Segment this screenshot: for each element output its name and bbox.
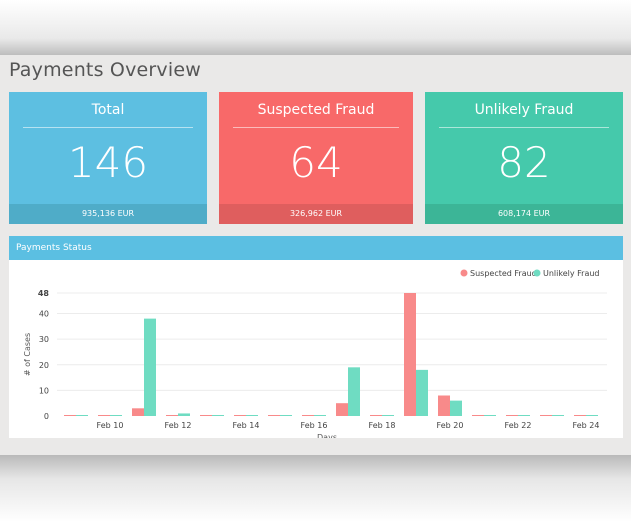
suspected-fraud-bar[interactable]: [132, 408, 144, 416]
unlikely-fraud-bar[interactable]: [348, 367, 360, 416]
y-tick-label: 40: [39, 310, 49, 319]
y-tick-label: 20: [39, 361, 49, 370]
legend-label[interactable]: Unlikely Fraud: [543, 269, 600, 278]
backdrop-shadow-top: [0, 0, 631, 55]
x-tick-label: Feb 12: [165, 421, 192, 430]
x-tick-label: Feb 20: [437, 421, 464, 430]
card-divider: [23, 127, 193, 128]
unlikely-fraud-bar[interactable]: [382, 415, 394, 416]
suspected-fraud-bar[interactable]: [302, 415, 314, 416]
card-value: 82: [497, 138, 551, 187]
card-divider: [439, 127, 609, 128]
total-card[interactable]: Total 146 935,136 EUR: [9, 92, 207, 224]
suspected-fraud-bar[interactable]: [98, 415, 110, 416]
page-title: Payments Overview: [9, 59, 201, 81]
unlikely-fraud-bar[interactable]: [246, 415, 258, 416]
suspected-fraud-bar[interactable]: [370, 415, 382, 416]
suspected-fraud-bar[interactable]: [166, 415, 178, 416]
unlikely-fraud-bar[interactable]: [416, 369, 428, 416]
payments-status-panel: Payments Status 0 10 20 30 40 48 # of Cases Feb…: [9, 236, 623, 438]
suspected-fraud-bar[interactable]: [200, 415, 212, 416]
suspected-fraud-bar[interactable]: [64, 415, 76, 416]
legend-label[interactable]: Suspected Fraud: [470, 269, 537, 278]
suspected-fraud-bar[interactable]: [268, 415, 280, 416]
unlikely-fraud-bar[interactable]: [450, 400, 462, 416]
backdrop-shadow-bottom: [0, 455, 631, 522]
suspected-fraud-bar[interactable]: [404, 293, 416, 416]
unlikely-fraud-bar[interactable]: [212, 415, 224, 416]
unlikely-fraud-bar[interactable]: [144, 318, 156, 416]
suspected-fraud-bar[interactable]: [438, 395, 450, 417]
y-tick-label: 30: [39, 335, 49, 344]
legend-marker: [533, 269, 541, 277]
x-axis-label: Days: [317, 433, 337, 438]
card-value: 146: [67, 138, 149, 187]
unlikely-fraud-bar[interactable]: [280, 415, 292, 416]
card-divider: [233, 127, 399, 128]
suspected-fraud-card[interactable]: Suspected Fraud 64 326,962 EUR: [219, 92, 413, 224]
unlikely-fraud-card[interactable]: Unlikely Fraud 82 608,174 EUR: [425, 92, 623, 224]
suspected-fraud-bar[interactable]: [472, 415, 484, 416]
suspected-fraud-bar[interactable]: [234, 415, 246, 416]
unlikely-fraud-bar[interactable]: [586, 415, 598, 416]
suspected-fraud-bar[interactable]: [540, 415, 552, 416]
unlikely-fraud-bar[interactable]: [484, 415, 496, 416]
suspected-fraud-bar[interactable]: [336, 403, 348, 416]
suspected-fraud-bar[interactable]: [574, 415, 586, 416]
y-tick-label: 48: [38, 289, 50, 298]
unlikely-fraud-bar[interactable]: [178, 413, 190, 416]
x-tick-label: Feb 10: [97, 421, 124, 430]
x-tick-label: Feb 14: [233, 421, 260, 430]
card-title: Total: [91, 102, 125, 118]
legend-marker: [460, 269, 468, 277]
y-tick-label: 0: [44, 412, 49, 421]
dashboard-panel: Payments Overview Total 146 935,136 EUR …: [0, 55, 631, 455]
unlikely-fraud-bar[interactable]: [314, 415, 326, 416]
x-tick-label: Feb 16: [301, 421, 328, 430]
x-tick-label: Feb 22: [505, 421, 532, 430]
unlikely-fraud-bar[interactable]: [518, 415, 530, 416]
y-tick-label: 10: [39, 386, 49, 395]
card-title: Suspected Fraud: [257, 102, 375, 118]
card-amount: 608,174 EUR: [425, 204, 623, 224]
panel-header: Payments Status: [9, 236, 623, 260]
card-amount: 326,962 EUR: [219, 204, 413, 224]
card-amount: 935,136 EUR: [9, 204, 207, 224]
card-value: 64: [289, 138, 343, 187]
unlikely-fraud-bar[interactable]: [110, 415, 122, 416]
card-title: Unlikely Fraud: [474, 102, 574, 118]
suspected-fraud-bar[interactable]: [506, 415, 518, 416]
unlikely-fraud-bar[interactable]: [552, 415, 564, 416]
x-tick-label: Feb 18: [369, 421, 396, 430]
y-axis-label: # of Cases: [23, 333, 32, 376]
x-tick-label: Feb 24: [573, 421, 600, 430]
payments-status-chart: 0 10 20 30 40 48 # of Cases Feb 10 Feb 12 Feb 14 F…: [23, 269, 607, 438]
unlikely-fraud-bar[interactable]: [76, 415, 88, 416]
